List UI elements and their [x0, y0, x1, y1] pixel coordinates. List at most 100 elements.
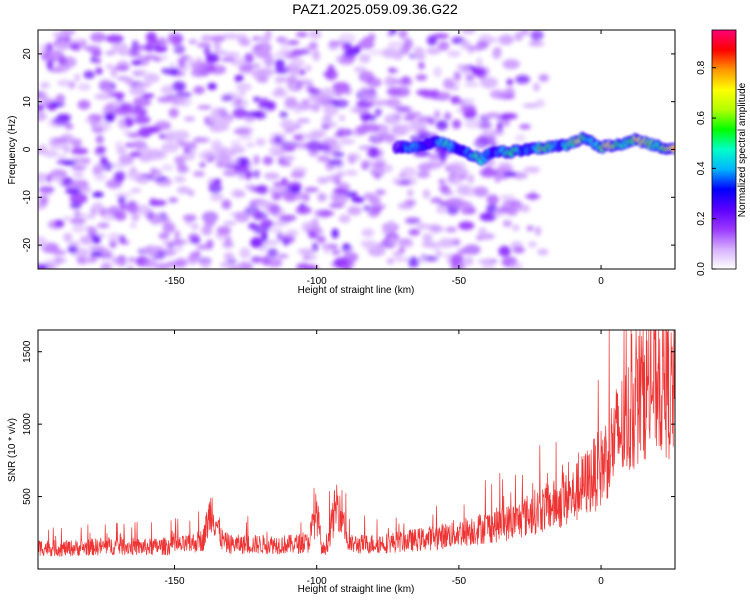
noise-blob: [402, 123, 410, 134]
noise-blob: [437, 41, 450, 51]
noise-blob: [272, 221, 289, 227]
colorbar-ticks: 0.0 0.2 0.4 0.6 0.8: [696, 60, 716, 276]
noise-blob: [317, 192, 327, 202]
noise-blob: [144, 42, 154, 53]
noise-blob: [362, 205, 373, 212]
noise-blob: [77, 83, 91, 91]
noise-blob: [48, 68, 64, 73]
noise-blob: [96, 249, 113, 260]
noise-blob: [297, 248, 315, 255]
noise-blob: [311, 242, 319, 253]
noise-blob: [157, 96, 175, 103]
snr-y-label: SNR (10 * v/v): [7, 418, 18, 482]
noise-blob: [269, 228, 283, 233]
snr-frame: [37, 329, 676, 570]
noise-blob: [514, 31, 523, 42]
noise-blob: [214, 117, 231, 128]
noise-blob: [519, 204, 530, 213]
noise-blob: [206, 53, 219, 63]
noise-blob: [261, 232, 268, 242]
noise-blob: [338, 114, 346, 122]
noise-blob: [324, 68, 338, 81]
noise-blob: [426, 35, 438, 46]
noise-blob: [261, 255, 271, 266]
noise-blob: [321, 121, 338, 128]
noise-blob: [343, 252, 359, 263]
noise-blob: [522, 103, 539, 108]
noise-blob: [392, 176, 401, 185]
noise-blob: [79, 39, 87, 49]
noise-blob: [269, 187, 283, 194]
noise-blob: [433, 243, 441, 252]
noise-blob: [538, 74, 549, 82]
noise-blob: [485, 112, 501, 118]
noise-blob: [389, 30, 398, 35]
noise-blob: [250, 237, 263, 249]
noise-blob: [492, 128, 504, 136]
noise-blob: [370, 161, 385, 169]
noise-blob: [148, 199, 167, 207]
noise-blob: [222, 169, 238, 177]
noise-blob: [452, 119, 462, 129]
noise-blob: [223, 252, 235, 261]
noise-blob: [358, 39, 375, 50]
noise-blob: [398, 246, 405, 255]
noise-blob: [175, 91, 193, 98]
noise-blob: [481, 128, 495, 135]
noise-blob: [84, 118, 96, 124]
noise-blob: [69, 217, 87, 225]
noise-blob: [335, 171, 346, 177]
noise-blob: [187, 189, 195, 197]
noise-blob: [537, 248, 549, 256]
noise-blob: [207, 82, 217, 90]
noise-blob: [494, 175, 501, 183]
noise-blob: [447, 50, 461, 58]
noise-blob: [328, 40, 347, 46]
noise-blob: [65, 183, 78, 189]
noise-blob: [245, 169, 252, 181]
noise-blob: [92, 191, 104, 198]
noise-blob: [100, 262, 112, 269]
noise-blob: [204, 217, 216, 228]
noise-blob: [38, 236, 47, 244]
noise-blob: [161, 216, 171, 225]
noise-blob: [473, 186, 489, 198]
noise-blob: [239, 38, 251, 47]
noise-blob: [114, 66, 129, 71]
spectrogram-background: [38, 30, 675, 269]
noise-blob: [208, 182, 223, 194]
noise-blob: [130, 188, 142, 193]
noise-blob: [316, 235, 326, 244]
noise-blob: [253, 69, 261, 80]
noise-blob: [416, 171, 431, 179]
noise-blob: [46, 173, 53, 183]
noise-blob: [145, 148, 163, 161]
noise-blob: [414, 54, 426, 60]
noise-blob: [502, 59, 520, 70]
noise-blob: [234, 74, 244, 82]
noise-blob: [234, 211, 250, 223]
noise-blob: [500, 194, 516, 200]
noise-blob: [387, 41, 405, 48]
colorbar-label: Normalized spectral amplitude: [737, 82, 748, 217]
noise-blob: [299, 69, 306, 76]
noise-blob: [532, 82, 540, 92]
noise-blob: [134, 115, 151, 123]
noise-blob: [159, 55, 168, 61]
noise-blob: [60, 30, 76, 35]
noise-blob: [408, 228, 421, 236]
noise-blob: [444, 111, 452, 121]
noise-blob: [284, 126, 296, 134]
noise-blob: [301, 99, 311, 104]
noise-blob: [416, 222, 428, 230]
noise-blob: [216, 226, 232, 235]
noise-blob: [144, 245, 159, 256]
noise-blob: [131, 213, 140, 222]
noise-blob: [54, 219, 65, 228]
noise-blob: [375, 189, 386, 196]
noise-blob: [307, 230, 317, 237]
noise-blob: [464, 117, 481, 129]
noise-blob: [398, 238, 413, 244]
noise-blob: [118, 154, 135, 165]
